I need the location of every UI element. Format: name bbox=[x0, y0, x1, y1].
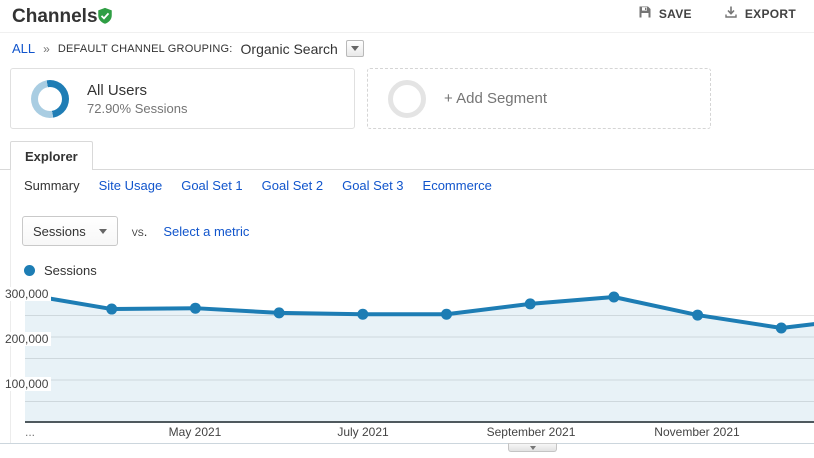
x-axis-tick-truncated: ... bbox=[25, 425, 36, 439]
segment-donut-icon bbox=[31, 79, 69, 118]
sessions-line bbox=[25, 292, 814, 330]
subtab-ecommerce[interactable]: Ecommerce bbox=[422, 178, 492, 193]
segment-card-all-users[interactable]: All Users 72.90% Sessions bbox=[10, 68, 355, 129]
sessions-area bbox=[25, 294, 814, 423]
export-button[interactable]: EXPORT bbox=[724, 5, 796, 22]
x-axis-tick-may: May 2021 bbox=[168, 425, 222, 439]
data-point[interactable] bbox=[441, 308, 452, 320]
verified-shield-icon bbox=[96, 7, 114, 25]
data-point[interactable] bbox=[106, 303, 118, 315]
chart-legend: Sessions bbox=[24, 263, 97, 278]
x-axis-tick-september: September 2021 bbox=[486, 425, 576, 439]
explorer-subtabs: Summary Site Usage Goal Set 1 Goal Set 2… bbox=[24, 178, 492, 193]
breadcrumb-separator: » bbox=[43, 41, 50, 56]
subtab-goal-set-2[interactable]: Goal Set 2 bbox=[261, 178, 324, 193]
segment-detail: 72.90% Sessions bbox=[87, 100, 188, 116]
chevron-down-icon bbox=[350, 46, 359, 51]
panel-left-border bbox=[10, 170, 11, 443]
channel-grouping-dropdown[interactable] bbox=[345, 40, 364, 57]
select-a-metric-link[interactable]: Select a metric bbox=[163, 223, 250, 239]
chart-collapse-handle[interactable] bbox=[508, 443, 557, 452]
page-title: Channels bbox=[12, 6, 98, 27]
metric-dropdown[interactable]: Sessions bbox=[22, 216, 118, 246]
tab-explorer[interactable]: Explorer bbox=[10, 141, 93, 170]
add-segment-card[interactable]: + Add Segment bbox=[367, 68, 711, 129]
subtab-goal-set-1[interactable]: Goal Set 1 bbox=[181, 178, 243, 193]
x-axis-tick-november: November 2021 bbox=[654, 425, 740, 439]
chart-canvas[interactable] bbox=[25, 285, 814, 423]
breadcrumb-all-link[interactable]: ALL bbox=[12, 41, 36, 56]
save-floppy-icon bbox=[638, 5, 652, 22]
x-axis-labels: ... May 2021 July 2021 September 2021 No… bbox=[25, 425, 814, 441]
export-download-icon bbox=[724, 5, 738, 22]
data-point[interactable] bbox=[775, 322, 787, 334]
export-label: EXPORT bbox=[744, 6, 796, 21]
channel-grouping-label: DEFAULT CHANNEL GROUPING: bbox=[57, 42, 233, 55]
metric-bar: Sessions vs. Select a metric bbox=[22, 216, 249, 246]
segment-name: All Users bbox=[87, 81, 148, 99]
y-axis-tick-200k: 200,000 bbox=[4, 332, 52, 346]
sessions-legend-label: Sessions bbox=[44, 263, 97, 278]
data-point[interactable] bbox=[189, 302, 201, 314]
channel-grouping-value: Organic Search bbox=[240, 40, 338, 57]
sessions-line-chart bbox=[25, 285, 814, 423]
save-button[interactable]: SAVE bbox=[638, 5, 692, 22]
subtab-summary[interactable]: Summary bbox=[24, 178, 80, 193]
data-point[interactable] bbox=[692, 309, 704, 321]
data-point[interactable] bbox=[273, 307, 285, 319]
y-axis-tick-300k: 300,000 bbox=[4, 287, 52, 301]
add-segment-ring-icon bbox=[388, 79, 426, 118]
y-axis-tick-100k: 100,000 bbox=[4, 377, 52, 391]
tab-divider bbox=[0, 169, 814, 170]
x-axis-tick-july: July 2021 bbox=[337, 425, 389, 439]
data-point[interactable] bbox=[608, 291, 620, 303]
subtab-site-usage[interactable]: Site Usage bbox=[98, 178, 163, 193]
data-point[interactable] bbox=[357, 308, 369, 320]
sessions-legend-dot-icon bbox=[24, 265, 35, 276]
page-header: Channels SAVE bbox=[0, 0, 814, 33]
chevron-down-icon bbox=[529, 445, 536, 450]
chart-footer-divider bbox=[0, 443, 814, 444]
data-point[interactable] bbox=[524, 298, 536, 310]
header-actions: SAVE EXPORT bbox=[638, 5, 796, 22]
chevron-down-icon bbox=[98, 228, 107, 234]
segment-text: All Users 72.90% Sessions bbox=[87, 82, 187, 116]
metric-dropdown-value: Sessions bbox=[33, 223, 86, 239]
add-segment-label: + Add Segment bbox=[444, 90, 547, 107]
vs-label: vs. bbox=[131, 223, 148, 239]
save-label: SAVE bbox=[658, 6, 692, 21]
breadcrumb: ALL » DEFAULT CHANNEL GROUPING: Organic … bbox=[12, 40, 364, 57]
subtab-goal-set-3[interactable]: Goal Set 3 bbox=[342, 178, 404, 193]
